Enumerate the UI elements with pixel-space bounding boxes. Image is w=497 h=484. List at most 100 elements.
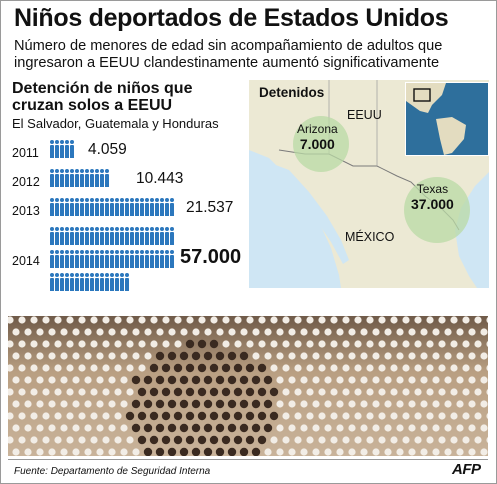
fence-hole [312,448,320,456]
fence-hole [216,328,224,336]
fence-hole [120,424,128,432]
fence-hole [173,387,183,397]
fence-hole [251,423,261,433]
fence-hole [198,316,206,324]
fence-hole [420,328,428,336]
fence-hole [342,316,350,324]
fence-hole [149,387,159,397]
fence-hole [420,352,428,360]
child-figure-icon [145,227,149,245]
year-label-2013: 2013 [12,204,40,218]
fence-hole [72,424,80,432]
fence-hole [233,435,243,445]
arizona-bubble [293,116,349,172]
fence-hole [30,364,38,372]
child-figure-icon [70,169,74,187]
child-figure-icon [110,227,114,245]
fence-hole [36,448,44,456]
fence-hole [408,400,416,408]
fence-hole [174,316,182,324]
detention-heading: Detención de niños que cruzan solos a EE… [12,80,193,114]
fence-hole [336,424,344,432]
fence-hole [54,364,62,372]
fence-hole [36,424,44,432]
child-figure-icon [80,273,84,291]
fence-hole [162,316,170,324]
fence-hole [480,376,488,384]
fence-hole [462,412,470,420]
child-figure-icon [85,273,89,291]
fence-hole [408,448,416,456]
fence-hole [402,388,410,396]
fence-hole [18,412,26,420]
fence-hole [252,352,260,360]
fence-hole [12,352,20,360]
fence-hole [24,376,32,384]
fence-hole [306,316,314,324]
fence-hole [8,340,14,348]
fence-hole [330,364,338,372]
child-figure-icon [80,250,84,268]
fence-hole [372,424,380,432]
fence-hole [300,448,308,456]
inset-south-america [436,117,466,155]
fence-hole [336,448,344,456]
fence-hole [162,340,170,348]
fence-hole [234,340,242,348]
fence-hole [30,436,38,444]
fence-hole [426,412,434,420]
fence-hole [222,316,230,324]
fence-hole [155,351,165,361]
child-figure-icon [50,198,54,216]
fence-hole [438,412,446,420]
fence-hole [120,328,128,336]
fence-hole [18,436,26,444]
fence-hole [12,400,20,408]
fence-hole [161,363,171,373]
fence-hole [257,411,267,421]
fence-hole [474,340,482,348]
fence-hole [114,412,122,420]
fence-hole [252,328,260,336]
fence-hole [72,400,80,408]
fence-hole [480,328,488,336]
fence-hole [258,340,266,348]
fence-hole [197,363,207,373]
child-figure-icon [85,169,89,187]
fence-hole [257,363,267,373]
footer-divider [8,459,488,460]
fence-hole [102,412,110,420]
fence-hole [420,448,428,456]
fence-hole [263,399,273,409]
fence-hole [221,387,231,397]
fence-hole [378,364,386,372]
fence-hole [108,352,116,360]
child-figure-icon [125,227,129,245]
fence-hole [90,436,98,444]
fence-hole [161,411,171,421]
fence-hole [390,364,398,372]
fence-hole [191,375,201,385]
fence-hole [294,412,302,420]
country-label-mx: MÉXICO [345,230,395,244]
fence-hole [348,352,356,360]
arizona-name: Arizona [297,122,338,136]
fence-hole [432,328,440,336]
fence-hole [192,328,200,336]
fence-hole [402,316,410,324]
figure-row-2014-line-1 [50,227,175,245]
fence-hole [72,328,80,336]
fence-hole [78,412,86,420]
child-figure-icon [115,198,119,216]
fence-hole [432,448,440,456]
fence-hole [330,412,338,420]
fence-holes [8,316,488,456]
fence-hole [270,340,278,348]
fence-hole [42,340,50,348]
child-figure-icon [60,227,64,245]
fence-hole [66,364,74,372]
fence-hole [36,400,44,408]
child-figure-icon [70,250,74,268]
fence-hole [270,436,278,444]
fence-hole [354,340,362,348]
